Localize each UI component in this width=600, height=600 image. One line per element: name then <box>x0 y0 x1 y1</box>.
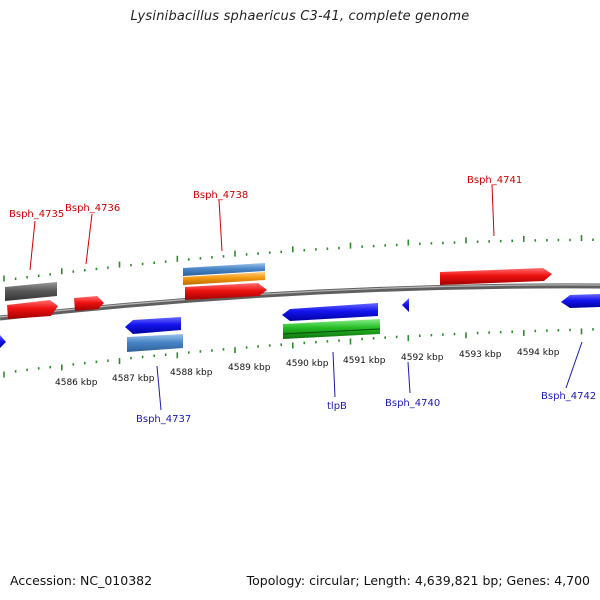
gene-feature-bsph-4742[interactable] <box>561 294 600 308</box>
gene-feature-reverse-left-edge[interactable] <box>0 335 6 348</box>
scale-tick-labels: 4586 kbp 4587 kbp 4588 kbp 4589 kbp 4590 kbp… <box>55 348 560 388</box>
reverse-scale-ticks <box>3 328 594 378</box>
scale-label: 4591 kbp <box>343 356 386 366</box>
gene-feature-bsph-4735[interactable] <box>7 300 58 319</box>
gene-feature-bsph-4741[interactable] <box>440 268 552 285</box>
gene-label-bsph-4737[interactable]: Bsph_4737 <box>136 414 191 425</box>
gene-feature-bsph-4738[interactable] <box>185 283 267 300</box>
gene-label-bsph-4740[interactable]: Bsph_4740 <box>385 398 440 409</box>
map-title: Lysinibacillus sphaericus C3-41, complet… <box>130 9 470 24</box>
gene-feature-bsph-4740[interactable] <box>402 298 409 312</box>
scale-label: 4592 kbp <box>401 353 444 363</box>
scale-label: 4587 kbp <box>112 374 155 384</box>
scale-label: 4586 kbp <box>55 378 98 388</box>
gene-label-bsph-4736[interactable]: Bsph_4736 <box>65 203 120 214</box>
gene-feature-gray[interactable] <box>5 282 57 301</box>
gene-label-tlpb[interactable]: tlpB <box>327 401 347 412</box>
forward-features <box>5 263 552 319</box>
scale-label: 4594 kbp <box>517 348 560 358</box>
forward-scale-ticks <box>3 235 594 282</box>
genome-summary-text: Topology: circular; Length: 4,639,821 bp… <box>246 573 590 588</box>
reverse-labels: Bsph_4737 tlpB Bsph_4740 Bsph_4742 <box>136 341 596 425</box>
gene-feature-tlpb-blue[interactable] <box>282 303 378 321</box>
scale-label: 4589 kbp <box>228 363 271 373</box>
gene-feature-bsph-4737[interactable] <box>127 334 183 352</box>
forward-labels: Bsph_4735 Bsph_4736 Bsph_4738 Bsph_4741 <box>9 175 522 271</box>
gene-feature-tlpb[interactable] <box>283 319 380 339</box>
gene-label-bsph-4738[interactable]: Bsph_4738 <box>193 190 248 201</box>
scale-label: 4588 kbp <box>170 368 213 378</box>
scale-label: 4593 kbp <box>459 350 502 360</box>
gene-feature-bsph-4736[interactable] <box>74 296 104 311</box>
accession-text: Accession: NC_010382 <box>10 573 153 588</box>
reverse-features <box>0 294 600 352</box>
gene-feature-blue-4737[interactable] <box>125 317 181 334</box>
gene-label-bsph-4735[interactable]: Bsph_4735 <box>9 209 64 220</box>
gene-label-bsph-4742[interactable]: Bsph_4742 <box>541 391 596 402</box>
gene-label-bsph-4741[interactable]: Bsph_4741 <box>467 175 522 186</box>
gene-feature-steel-4738[interactable] <box>183 263 265 276</box>
gene-feature-orange-4738[interactable] <box>183 272 265 285</box>
scale-label: 4590 kbp <box>286 359 329 369</box>
